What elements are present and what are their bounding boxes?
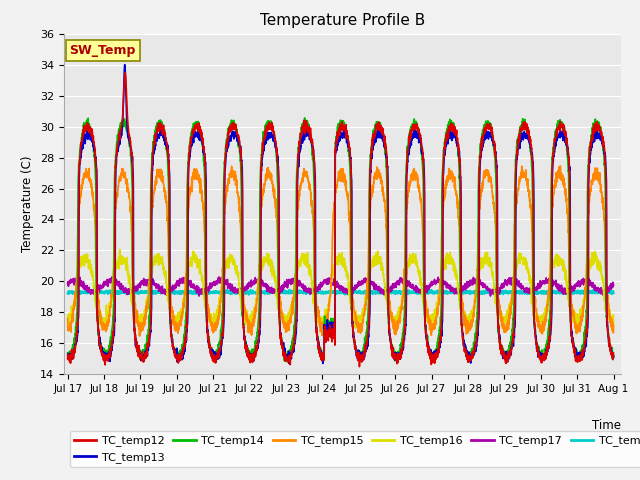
TC_temp17 bbox=[541, 280, 548, 286]
TC_temp14 bbox=[599, 140, 607, 146]
TC_temp18 bbox=[273, 288, 281, 294]
TC_temp14 bbox=[541, 347, 548, 352]
TC_temp14 bbox=[273, 161, 281, 167]
TC_temp12 bbox=[273, 149, 281, 155]
TC_temp17 bbox=[610, 282, 618, 288]
Line: TC_temp14: TC_temp14 bbox=[68, 118, 614, 362]
TC_temp17 bbox=[599, 288, 607, 293]
Line: TC_temp18: TC_temp18 bbox=[68, 290, 614, 295]
TC_temp13 bbox=[121, 62, 129, 68]
TC_temp16 bbox=[610, 323, 618, 328]
TC_temp16 bbox=[64, 312, 72, 318]
TC_temp12 bbox=[541, 358, 548, 363]
TC_temp15 bbox=[610, 330, 618, 336]
TC_temp16 bbox=[159, 262, 166, 267]
TC_temp17 bbox=[126, 288, 134, 294]
Text: SW_Temp: SW_Temp bbox=[70, 44, 136, 57]
TC_temp13 bbox=[126, 142, 134, 147]
TC_temp13 bbox=[297, 144, 305, 149]
TC_temp14 bbox=[126, 141, 134, 147]
TC_temp17 bbox=[273, 287, 281, 293]
TC_temp13 bbox=[541, 352, 548, 358]
TC_temp14 bbox=[301, 115, 308, 121]
TC_temp18 bbox=[297, 289, 305, 295]
TC_temp17 bbox=[215, 274, 223, 280]
TC_temp14 bbox=[159, 124, 166, 130]
TC_temp17 bbox=[297, 280, 305, 286]
TC_temp14 bbox=[64, 350, 72, 356]
TC_temp17 bbox=[159, 283, 166, 289]
TC_temp18 bbox=[159, 289, 166, 295]
TC_temp14 bbox=[283, 359, 291, 365]
TC_temp15 bbox=[540, 327, 548, 333]
Y-axis label: Temperature (C): Temperature (C) bbox=[22, 156, 35, 252]
Text: Time: Time bbox=[592, 419, 621, 432]
Line: TC_temp13: TC_temp13 bbox=[68, 65, 614, 363]
Line: TC_temp12: TC_temp12 bbox=[68, 73, 614, 367]
TC_temp16 bbox=[273, 296, 281, 302]
TC_temp16 bbox=[116, 247, 124, 252]
TC_temp12 bbox=[64, 355, 72, 361]
TC_temp15 bbox=[159, 180, 166, 185]
TC_temp17 bbox=[64, 279, 72, 285]
TC_temp13 bbox=[599, 139, 607, 145]
TC_temp12 bbox=[159, 132, 166, 138]
Title: Temperature Profile B: Temperature Profile B bbox=[260, 13, 425, 28]
TC_temp13 bbox=[610, 353, 618, 359]
TC_temp16 bbox=[599, 278, 607, 284]
Line: TC_temp16: TC_temp16 bbox=[68, 250, 614, 329]
TC_temp17 bbox=[195, 293, 203, 299]
TC_temp13 bbox=[273, 152, 281, 158]
TC_temp14 bbox=[610, 354, 618, 360]
TC_temp12 bbox=[599, 144, 607, 149]
TC_temp18 bbox=[109, 292, 117, 298]
TC_temp13 bbox=[159, 132, 166, 138]
TC_temp12 bbox=[126, 135, 134, 141]
TC_temp12 bbox=[122, 70, 129, 76]
TC_temp18 bbox=[64, 290, 72, 296]
Line: TC_temp17: TC_temp17 bbox=[68, 277, 614, 296]
TC_temp16 bbox=[319, 326, 326, 332]
TC_temp18 bbox=[599, 290, 607, 296]
TC_temp15 bbox=[136, 333, 143, 339]
TC_temp16 bbox=[126, 283, 134, 288]
TC_temp15 bbox=[297, 181, 305, 187]
TC_temp18 bbox=[541, 289, 548, 295]
TC_temp16 bbox=[297, 255, 305, 261]
TC_temp12 bbox=[610, 350, 618, 356]
Line: TC_temp15: TC_temp15 bbox=[68, 166, 614, 336]
TC_temp15 bbox=[557, 163, 564, 169]
TC_temp15 bbox=[126, 199, 134, 205]
TC_temp15 bbox=[64, 316, 72, 322]
TC_temp13 bbox=[64, 352, 72, 358]
TC_temp18 bbox=[610, 290, 618, 296]
TC_temp12 bbox=[297, 134, 305, 140]
Legend: TC_temp12, TC_temp13, TC_temp14, TC_temp15, TC_temp16, TC_temp17, TC_temp18: TC_temp12, TC_temp13, TC_temp14, TC_temp… bbox=[70, 431, 640, 468]
TC_temp18 bbox=[127, 289, 134, 295]
TC_temp12 bbox=[356, 364, 364, 370]
TC_temp18 bbox=[109, 287, 116, 293]
TC_temp15 bbox=[599, 206, 607, 212]
TC_temp13 bbox=[319, 360, 326, 366]
TC_temp14 bbox=[297, 130, 305, 136]
TC_temp15 bbox=[273, 228, 281, 234]
TC_temp16 bbox=[541, 310, 548, 315]
